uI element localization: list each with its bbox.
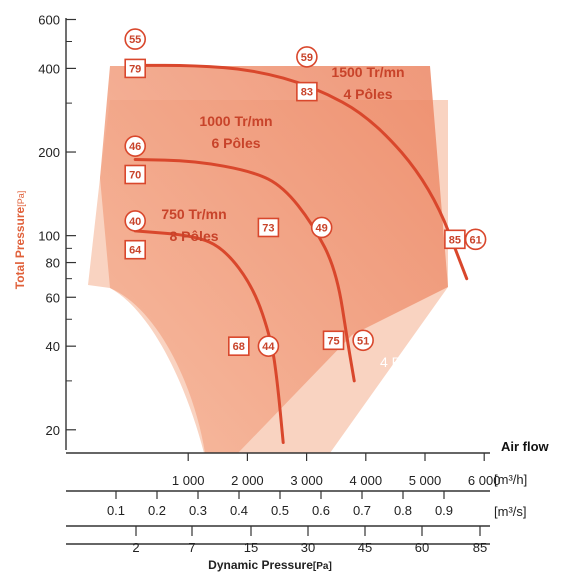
acoustic-markers: 55 59 46 40 49 61 44 51 79 83 70 64 73 85 68 75	[124, 28, 487, 357]
marker-square-label: 70	[129, 170, 141, 182]
y-tick-label: 20	[46, 423, 60, 438]
curve-1000-tr/mn	[133, 157, 356, 383]
x-tick-label-dynamic: 7	[188, 540, 195, 555]
marker-circle	[124, 210, 146, 232]
x-tick-label-m3s: 0.7	[353, 503, 371, 518]
x-tick-label-m3s: 0.1	[107, 503, 125, 518]
x-tick-label-dynamic: 45	[358, 540, 372, 555]
marker-square-label: 83	[301, 87, 313, 99]
marker-square	[444, 229, 466, 250]
marker-circle	[310, 216, 333, 239]
marker-circle	[257, 335, 280, 357]
marker-square-label: 68	[233, 341, 245, 353]
x-tick-label-m3h: 1 000	[172, 473, 205, 488]
marker-circle	[124, 28, 146, 50]
y-tick-label: 80	[46, 256, 60, 271]
legend-item-6p-tri: 6 P tri	[380, 398, 416, 414]
marker-circle	[352, 329, 374, 352]
x-tick-label-m3h: 5 000	[409, 473, 442, 488]
fan-curves	[133, 63, 469, 444]
marker-circle	[124, 135, 146, 157]
marker-square-label: 85	[449, 234, 461, 246]
x-tick-label-m3h: 2 000	[231, 473, 264, 488]
curve-poles-1000: 6 Pôles	[211, 135, 260, 151]
marker-square	[124, 164, 146, 185]
x-tick-label-dynamic: 15	[244, 540, 258, 555]
x-axis-unit-m3h: [m³/h]	[494, 472, 527, 487]
x-tick-label-m3s: 0.3	[189, 503, 207, 518]
curve-label-1000: 1000 Tr/mn	[199, 113, 272, 129]
x-tick-label-m3s: 0.2	[148, 503, 166, 518]
x-tick-label-dynamic: 30	[301, 540, 315, 555]
curve-label-750: 750 Tr/mn	[161, 206, 226, 222]
y-axis-title-text: Total Pressure	[13, 206, 27, 289]
marker-circle-label: 40	[129, 216, 141, 228]
marker-circle-label: 59	[301, 52, 313, 64]
y-tick-label: 400	[38, 61, 60, 76]
x-axis-title-dynamic-text: Dynamic Pressure	[208, 558, 313, 572]
x-tick-label-m3s: 0.9	[435, 503, 453, 518]
curve-poles-1500: 4 Pôles	[343, 86, 392, 102]
x-tick-label-dynamic: 2	[132, 540, 139, 555]
marker-square	[257, 217, 280, 238]
curve-750-tr/mn	[133, 229, 285, 444]
curve-poles-750: 8 Pôles	[169, 228, 218, 244]
x-tick-label-m3s: 0.4	[230, 503, 248, 518]
inner-operating-region	[100, 66, 448, 453]
marker-square	[124, 58, 146, 79]
marker-circle	[296, 46, 318, 68]
curve-label-1500: 1500 Tr/mn	[331, 64, 404, 80]
x-tick-label-m3h: 6 000	[468, 473, 501, 488]
x-axis-title-dynamic: Dynamic Pressure[Pa]	[208, 558, 332, 572]
marker-circle-label: 46	[129, 141, 141, 153]
marker-circle-label: 44	[262, 341, 275, 353]
marker-square	[124, 239, 146, 260]
x-tick-label-m3s: 0.8	[394, 503, 412, 518]
x-tick-label-m3s: 0.5	[271, 503, 289, 518]
marker-circle-label: 49	[316, 222, 328, 234]
marker-circle-label: 55	[129, 34, 141, 46]
curve-1500-tr/mn	[133, 63, 469, 281]
x-tick-label-m3s: 0.6	[312, 503, 330, 518]
x-tick-label-dynamic: 60	[415, 540, 429, 555]
marker-square	[228, 336, 250, 356]
y-axis-title: Total Pressure[Pa]	[13, 191, 27, 290]
y-tick-label: 40	[46, 339, 60, 354]
x-axis-title-dynamic-unit: [Pa]	[313, 561, 332, 572]
marker-circle-label: 51	[357, 335, 369, 347]
x-tick-label-m3h: 3 000	[290, 473, 323, 488]
y-tick-label: 200	[38, 145, 60, 160]
x-axis-ticks: 1 000 2 000 3 000 4 000 5 000 6 000 0.1 0.2 0.3 0…	[107, 453, 501, 555]
marker-square	[322, 330, 345, 351]
marker-square-label: 79	[129, 63, 141, 75]
y-axis-tick-labels: 20 40 60 80 100 200 400 600	[38, 13, 60, 438]
marker-square-label: 75	[327, 335, 339, 347]
marker-square	[296, 81, 318, 102]
marker-square-label: 73	[262, 222, 274, 234]
y-axis-unit: [Pa]	[16, 191, 26, 207]
x-tick-label-m3h: 4 000	[350, 473, 383, 488]
marker-circle-label: 61	[469, 234, 481, 246]
airflow-title: Air flow	[501, 439, 550, 454]
y-axis-ticks	[66, 18, 76, 431]
x-tick-label-dynamic: 85	[473, 540, 487, 555]
legend-item-4p-mono: 4 P mono	[380, 354, 440, 370]
marker-square-label: 64	[129, 245, 142, 257]
y-tick-label: 100	[38, 229, 60, 244]
legend-item-4p-tri: 4 P tri	[380, 376, 416, 392]
x-axis-unit-m3s: [m³/s]	[494, 504, 527, 519]
y-tick-label: 60	[46, 290, 60, 305]
legend-item-48p-tri: 4/8 P tri	[380, 420, 428, 436]
y-tick-label: 600	[38, 13, 60, 28]
